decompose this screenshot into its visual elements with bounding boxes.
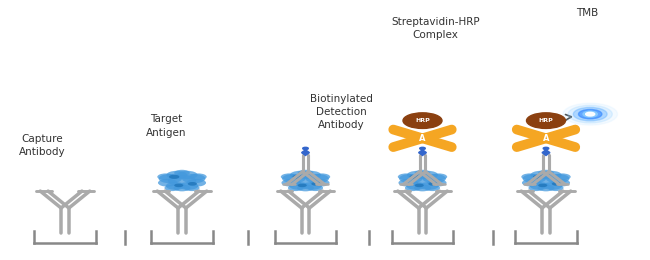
Circle shape <box>174 170 190 176</box>
Circle shape <box>303 147 308 150</box>
Circle shape <box>300 171 321 179</box>
Circle shape <box>407 171 428 179</box>
Circle shape <box>548 185 564 191</box>
Circle shape <box>538 170 554 176</box>
Circle shape <box>430 173 447 180</box>
Circle shape <box>398 179 418 187</box>
Polygon shape <box>542 150 550 155</box>
Text: A: A <box>543 134 549 143</box>
Circle shape <box>414 185 431 191</box>
Circle shape <box>298 170 313 176</box>
Circle shape <box>522 179 541 187</box>
Circle shape <box>528 185 544 191</box>
Text: Biotinylated
Detection
Antibody: Biotinylated Detection Antibody <box>310 94 372 130</box>
Circle shape <box>174 184 183 187</box>
Circle shape <box>177 171 198 179</box>
Circle shape <box>538 184 547 187</box>
Circle shape <box>302 182 322 190</box>
Circle shape <box>415 170 430 176</box>
Circle shape <box>307 185 323 191</box>
Circle shape <box>541 171 562 179</box>
Text: TMB: TMB <box>576 8 598 18</box>
Circle shape <box>405 185 421 191</box>
Circle shape <box>281 173 298 180</box>
Circle shape <box>424 185 440 191</box>
Circle shape <box>282 174 306 183</box>
Circle shape <box>168 175 196 186</box>
Circle shape <box>190 173 207 180</box>
Circle shape <box>526 113 566 128</box>
Text: Target
Antigen: Target Antigen <box>146 114 186 138</box>
Polygon shape <box>419 150 426 155</box>
Circle shape <box>554 173 571 180</box>
Circle shape <box>530 171 551 179</box>
Circle shape <box>530 182 549 190</box>
Circle shape <box>291 175 320 186</box>
Circle shape <box>428 182 437 186</box>
Circle shape <box>281 179 301 187</box>
Circle shape <box>184 185 200 191</box>
Circle shape <box>158 179 177 187</box>
Circle shape <box>187 179 206 187</box>
Circle shape <box>408 175 437 186</box>
Circle shape <box>521 173 538 180</box>
Circle shape <box>417 171 438 179</box>
Circle shape <box>573 107 607 121</box>
Circle shape <box>415 184 424 187</box>
Circle shape <box>546 174 569 183</box>
Circle shape <box>410 175 420 179</box>
Text: HRP: HRP <box>415 118 430 123</box>
Circle shape <box>292 175 303 179</box>
Circle shape <box>166 171 187 179</box>
Circle shape <box>188 182 197 186</box>
Circle shape <box>313 173 330 180</box>
Circle shape <box>179 182 198 190</box>
Circle shape <box>578 109 602 119</box>
Circle shape <box>420 147 425 150</box>
Circle shape <box>538 185 554 191</box>
Circle shape <box>422 174 446 183</box>
Circle shape <box>169 175 179 179</box>
Circle shape <box>159 174 182 183</box>
Circle shape <box>403 113 442 128</box>
Polygon shape <box>302 150 309 155</box>
Circle shape <box>406 182 426 190</box>
Circle shape <box>398 173 415 180</box>
Circle shape <box>157 173 174 180</box>
Circle shape <box>543 147 549 150</box>
Circle shape <box>311 182 320 186</box>
Circle shape <box>568 105 612 123</box>
Circle shape <box>289 182 309 190</box>
Circle shape <box>543 182 562 190</box>
Circle shape <box>563 103 618 125</box>
Text: A: A <box>419 134 426 143</box>
Circle shape <box>583 111 597 117</box>
Text: HRP: HRP <box>539 118 553 123</box>
Circle shape <box>532 175 560 186</box>
Circle shape <box>166 182 185 190</box>
Circle shape <box>427 179 447 187</box>
Circle shape <box>310 179 330 187</box>
Circle shape <box>306 174 329 183</box>
Circle shape <box>298 184 307 187</box>
Circle shape <box>419 182 439 190</box>
Circle shape <box>182 174 205 183</box>
Circle shape <box>290 171 311 179</box>
Circle shape <box>586 112 595 116</box>
Circle shape <box>533 175 543 179</box>
Circle shape <box>288 185 304 191</box>
Circle shape <box>399 174 422 183</box>
Text: Streptavidin-HRP
Complex: Streptavidin-HRP Complex <box>391 17 480 40</box>
Circle shape <box>174 185 190 191</box>
Circle shape <box>523 174 546 183</box>
Circle shape <box>551 179 570 187</box>
Text: Capture
Antibody: Capture Antibody <box>19 134 66 157</box>
Circle shape <box>297 185 314 191</box>
Circle shape <box>164 185 180 191</box>
Circle shape <box>552 182 561 186</box>
